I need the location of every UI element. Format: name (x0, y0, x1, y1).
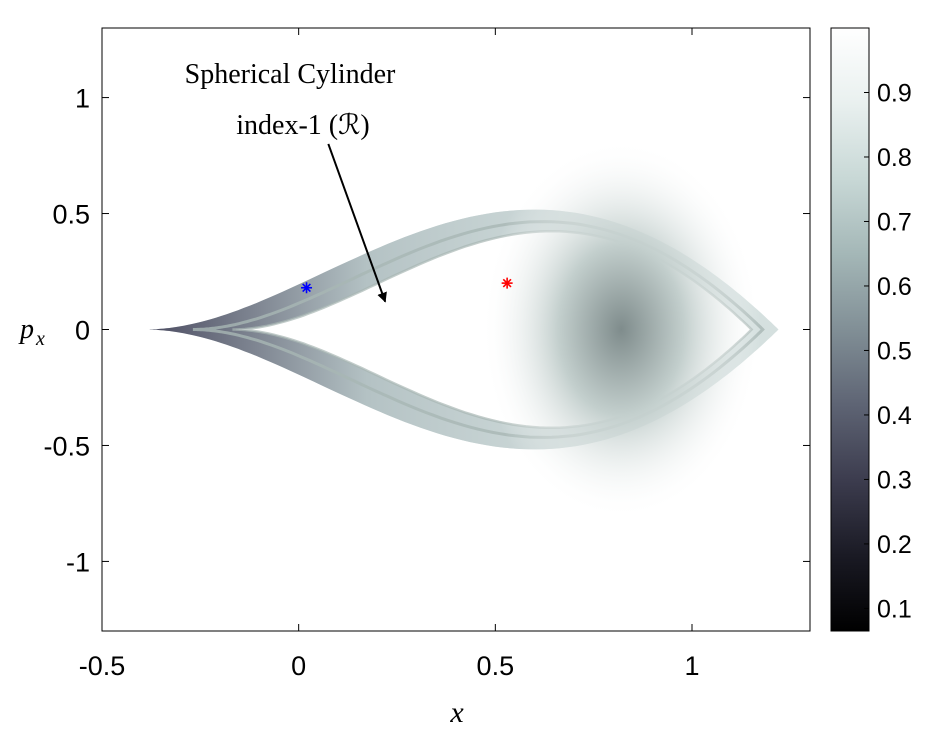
x-tick-label: 1 (684, 651, 699, 681)
colorbar-tick-label: 0.4 (877, 402, 912, 430)
blue-asterisk (301, 282, 313, 294)
annotation-line1: Spherical Cylinder (185, 59, 396, 90)
y-axis-label-main: p (18, 314, 34, 345)
colorbar-tick-label: 0.5 (877, 337, 912, 365)
x-tick-label: 0.5 (477, 651, 515, 681)
colorbar-tick-label: 0.9 (877, 79, 912, 107)
x-axis-label: x (449, 696, 464, 729)
y-axis-label: p x (18, 314, 45, 350)
annotation-line2: index-1 (ℛ) (236, 110, 370, 141)
x-tick-label: 0 (291, 651, 306, 681)
y-axis-label-sub: x (35, 328, 45, 350)
colorbar (830, 27, 870, 632)
colorbar-tick-label: 0.2 (877, 531, 912, 559)
annotation-arrow (327, 143, 387, 303)
region-ring-outer (192, 220, 765, 439)
annotation: Spherical Cylinder index-1 (ℛ) (185, 59, 396, 141)
plot-area: -0.5 0 0.5 1 1 0.5 0 -0.5 -1 0.9 0.8 0.7 0.6 0.5 0.4 0.… (43, 27, 912, 681)
region-center-shading (481, 139, 762, 520)
y-tick-label: -1 (66, 547, 90, 577)
colorbar-tick-label: 0.6 (877, 273, 912, 301)
colorbar-tick-label: 0.8 (877, 144, 912, 172)
x-tick-label: -0.5 (79, 651, 126, 681)
y-tick-label: 1 (75, 84, 90, 114)
colorbar-tick-label: 0.7 (877, 208, 912, 236)
y-tick-label: 0.5 (52, 200, 90, 230)
colorbar-tick-label: 0.3 (877, 466, 912, 494)
y-tick-label: 0 (75, 316, 90, 346)
colorbar-tick-label: 0.1 (877, 595, 912, 623)
red-asterisk (501, 277, 513, 289)
y-tick-label: -0.5 (43, 431, 90, 461)
